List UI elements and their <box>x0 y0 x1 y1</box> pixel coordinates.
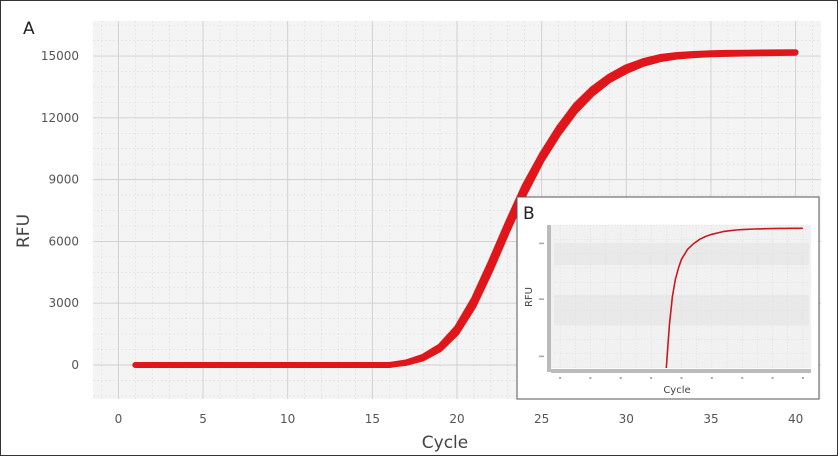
x-tick-label: 40 <box>788 412 803 426</box>
inset-y-axis-label: RFU <box>524 287 535 307</box>
inset-x-axis-label: Cycle <box>663 385 690 396</box>
x-tick-label: 10 <box>280 412 295 426</box>
inset-x-tick-mark <box>680 377 683 379</box>
inset-x-tick-mark <box>589 377 592 379</box>
inset-y-axis-bar <box>547 225 551 372</box>
inset-amplification-curve <box>665 227 803 369</box>
inset-band <box>554 295 809 325</box>
y-tick-label: 6000 <box>48 234 79 248</box>
main-y-axis-label: RFU <box>14 214 34 248</box>
y-tick-label: 3000 <box>48 296 79 310</box>
x-tick-label: 35 <box>703 412 718 426</box>
main-series-group <box>132 49 799 368</box>
inset-x-axis-bar <box>551 369 811 373</box>
y-tick-label: 15000 <box>41 49 79 63</box>
y-tick-label: 12000 <box>41 111 79 125</box>
inset-x-tick-mark <box>771 377 774 379</box>
y-tick-label: 0 <box>71 358 79 372</box>
x-tick-label: 30 <box>619 412 634 426</box>
inset-y-tick-mark <box>539 298 544 300</box>
x-tick-label: 25 <box>534 412 549 426</box>
main-x-axis-label: Cycle <box>422 433 468 453</box>
inset-x-tick-mark <box>559 377 562 379</box>
x-tick-label: 15 <box>365 412 380 426</box>
panel-label-b: B <box>523 204 535 224</box>
inset-series-group <box>665 227 803 369</box>
y-tick-label: 9000 <box>48 173 79 187</box>
inset-x-tick-mark <box>741 377 744 379</box>
inset-y-tick-mark <box>539 242 544 245</box>
panel-label-a: A <box>23 19 35 39</box>
inset-y-tick-mark <box>539 355 544 358</box>
amplification-curve <box>132 50 799 368</box>
main-tick-labels: 0 5 10 15 20 25 30 35 40 0 3000 6000 9000 12000 15000 <box>41 49 803 426</box>
inset-x-tick-mark <box>619 377 622 379</box>
inset-grid <box>539 224 811 379</box>
inset-chart-panel-b: B Cycle RFU <box>516 196 820 400</box>
inset-x-tick-mark <box>801 377 804 379</box>
x-tick-label: 0 <box>115 412 123 426</box>
inset-band <box>554 243 809 265</box>
x-tick-label: 20 <box>449 412 464 426</box>
inset-x-tick-mark <box>710 377 713 379</box>
x-tick-label: 5 <box>199 412 207 426</box>
inset-x-tick-mark <box>650 377 653 379</box>
